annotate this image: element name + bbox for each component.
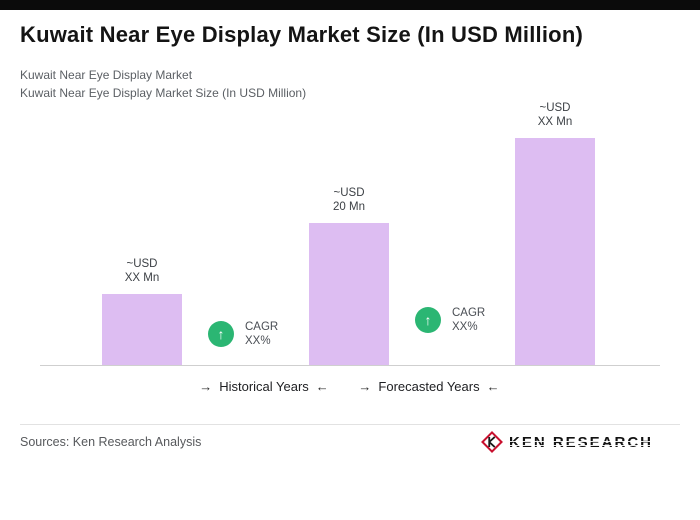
logo-diamond <box>481 431 503 453</box>
top-black-bar <box>0 0 700 10</box>
bar-label-line1: ~USD <box>539 102 571 114</box>
bar-value-label: ~USD 20 Mn <box>333 186 365 214</box>
bar-label-line2: 20 Mn <box>333 201 365 213</box>
x-axis-line <box>40 365 660 366</box>
logo-k-mark <box>488 436 496 448</box>
cagr-label: CAGR <box>245 321 279 333</box>
period-label: Forecasted Years <box>378 379 480 394</box>
footer-divider <box>20 424 680 425</box>
right-arrow-icon: → <box>199 379 213 394</box>
bar-label-line2: XX Mn <box>537 116 573 128</box>
bar-group-forecast-end: ~USD XX Mn <box>515 101 595 365</box>
up-arrow-glyph: ↑ <box>424 312 432 328</box>
left-arrow-icon: ← <box>486 379 500 394</box>
cagr-value: XX% <box>452 321 478 333</box>
ken-research-logo-text: KEN RESEARCH <box>506 433 656 451</box>
bar-group-historical-start: ~USD XX Mn <box>102 257 182 365</box>
bar-label-line1: ~USD <box>126 258 158 270</box>
bar-group-base-year: ~USD 20 Mn <box>309 186 389 365</box>
cagr-value: XX% <box>245 335 271 347</box>
bar-chart: ~USD XX Mn ~USD 20 Mn ~USD XX Mn ↑ CAGR … <box>0 100 700 400</box>
cagr-text: CAGR XX% <box>452 306 485 334</box>
bar-label-line2: XX Mn <box>124 272 160 284</box>
up-arrow-icon: ↑ <box>208 321 234 347</box>
cagr-label: CAGR <box>452 307 486 319</box>
bar-forecast-end <box>515 138 595 365</box>
chart-subtitle-line1: Kuwait Near Eye Display Market <box>20 68 193 82</box>
cagr-text: CAGR XX% <box>245 320 278 348</box>
ken-research-logo: KEN RESEARCH <box>481 431 656 453</box>
period-label: Historical Years <box>219 379 309 394</box>
bar-base-year <box>309 223 389 365</box>
page-title: Kuwait Near Eye Display Market Size (In … <box>20 22 583 47</box>
up-arrow-glyph: ↑ <box>217 326 225 342</box>
sources-text: Sources: Ken Research Analysis <box>20 435 202 449</box>
chart-subtitle-line2: Kuwait Near Eye Display Market Size (In … <box>20 86 307 100</box>
up-arrow-icon: ↑ <box>415 307 441 333</box>
bar-historical-start <box>102 294 182 365</box>
bar-value-label: ~USD XX Mn <box>125 257 160 285</box>
axis-label-forecasted-years: → Forecasted Years ← <box>358 379 499 394</box>
bar-value-label: ~USD XX Mn <box>538 101 573 129</box>
cagr-badge-forecast: ↑ CAGR XX% <box>415 306 485 334</box>
ken-research-logo-icon <box>481 431 503 453</box>
left-arrow-icon: ← <box>315 379 329 394</box>
cagr-badge-historical: ↑ CAGR XX% <box>208 320 278 348</box>
axis-label-historical-years: → Historical Years ← <box>199 379 329 394</box>
right-arrow-icon: → <box>358 379 372 394</box>
bar-label-line1: ~USD <box>333 187 365 199</box>
